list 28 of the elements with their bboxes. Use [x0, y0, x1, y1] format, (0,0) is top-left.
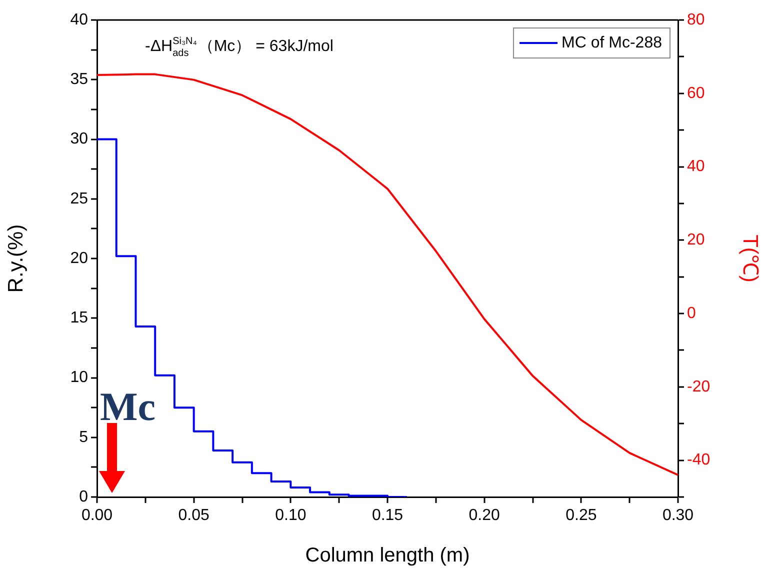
- y2-tick-label: 60: [687, 84, 705, 102]
- y-tick-label: 20: [70, 250, 88, 267]
- y2-tick-label: 20: [687, 232, 705, 249]
- y-tick-label: 0: [79, 488, 88, 506]
- y-tick-label: 25: [70, 190, 88, 208]
- annotation: Mc: [100, 384, 156, 429]
- y2-tick-label: 0: [687, 304, 696, 322]
- y-tick-label: 10: [70, 369, 88, 386]
- y-tick-label: 40: [70, 11, 88, 28]
- y-tick-label: 35: [70, 71, 88, 88]
- x-tick-label: 0.05: [178, 507, 210, 524]
- x-tick-label: 0.10: [275, 507, 306, 524]
- y-tick-label: 15: [70, 310, 88, 327]
- y2-tick-label: 40: [687, 158, 705, 176]
- y2-axis-title: T(℃): [738, 234, 762, 282]
- y2-tick-label: -20: [687, 378, 710, 396]
- y-tick-label: 5: [79, 428, 88, 446]
- x-tick-label: 0.20: [468, 507, 500, 524]
- y-tick-label: 30: [70, 130, 88, 148]
- x-tick-label: 0.30: [662, 507, 694, 524]
- legend-label: MC of Mc-288: [562, 34, 662, 52]
- y2-tick-label: -40: [687, 452, 710, 469]
- x-tick-label: 0.25: [566, 507, 597, 524]
- x-axis-title: Column length (m): [305, 544, 470, 567]
- y-axis-title: R.y.(%): [4, 224, 28, 293]
- x-tick-label: 0.15: [372, 507, 404, 524]
- x-tick-label: 0.00: [81, 507, 113, 524]
- y2-tick-label: 80: [687, 11, 705, 28]
